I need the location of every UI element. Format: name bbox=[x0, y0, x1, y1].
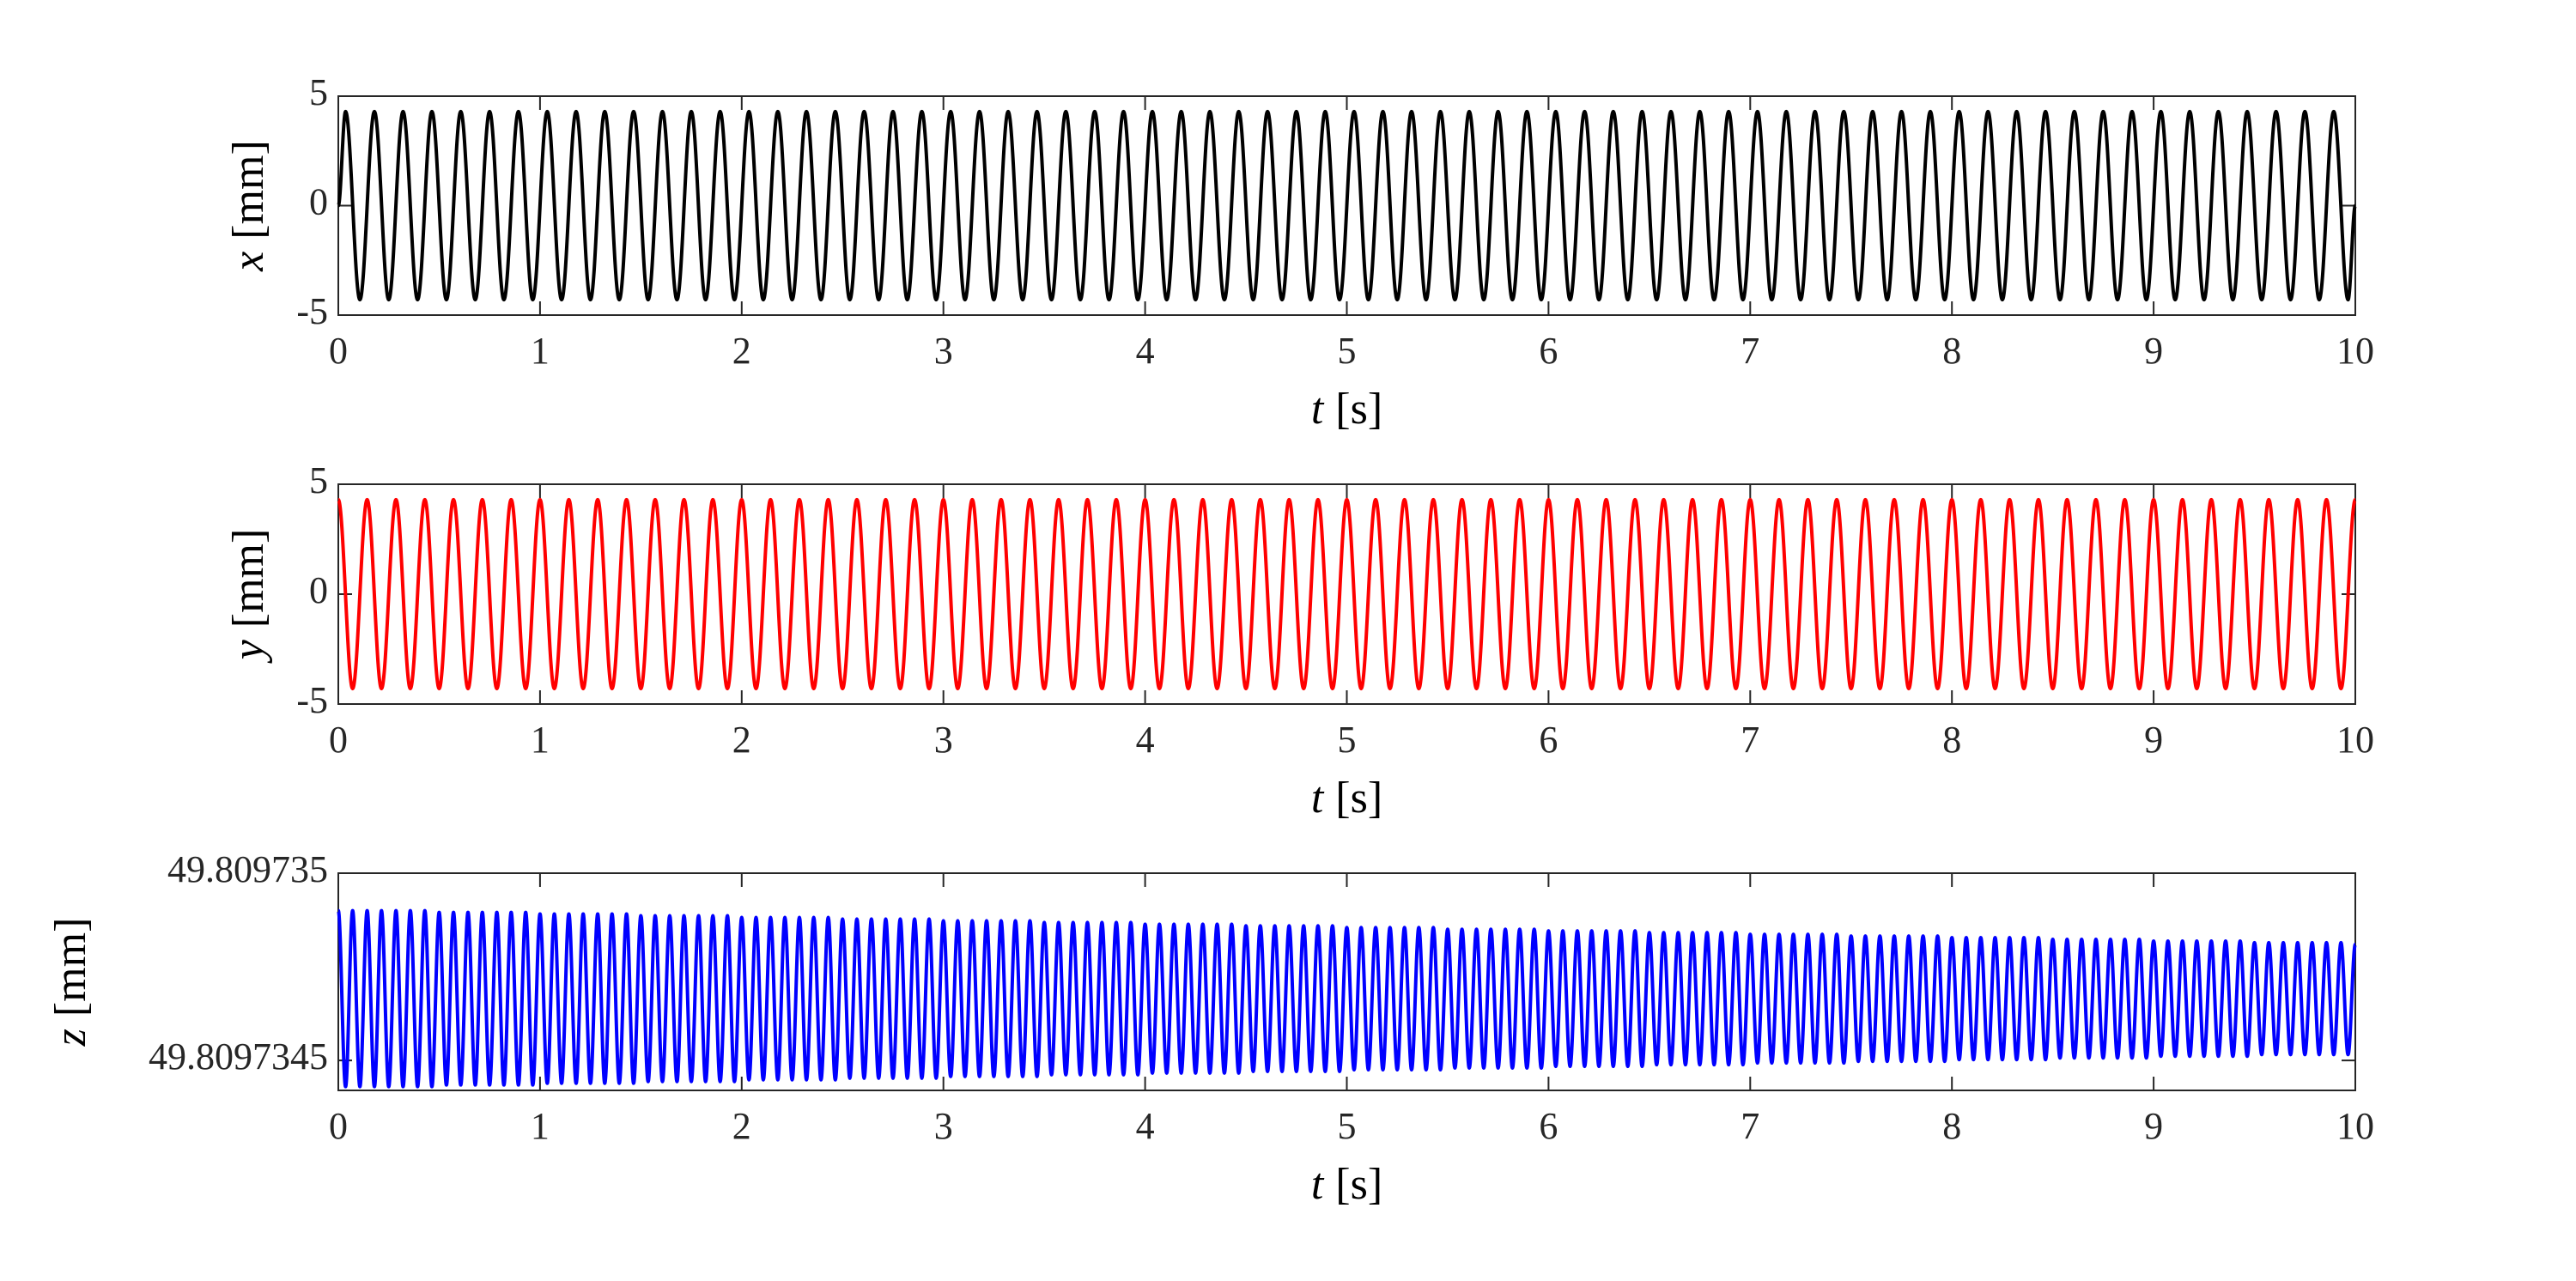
x-tick-label: 1 bbox=[531, 1105, 550, 1147]
x-tick-label: 8 bbox=[1942, 719, 1961, 761]
x-tick-label: 5 bbox=[1338, 330, 1357, 372]
axis-unit: [mm] bbox=[224, 140, 273, 240]
x-tick-label: 5 bbox=[1338, 1105, 1357, 1147]
y-axis-label: z [mm] bbox=[46, 918, 95, 1047]
x-tick-label: 1 bbox=[531, 330, 550, 372]
x-axis-label: t [s] bbox=[1311, 1160, 1382, 1209]
y-tick-label: 0 bbox=[309, 569, 328, 611]
plot-area bbox=[338, 873, 2355, 1090]
axis-variable: x bbox=[224, 252, 273, 272]
y-tick-label: 5 bbox=[309, 459, 328, 501]
x-tick-label: 4 bbox=[1136, 719, 1155, 761]
x-tick-label: 10 bbox=[2336, 1105, 2374, 1147]
x-tick-label: 4 bbox=[1136, 1105, 1155, 1147]
axis-unit: [s] bbox=[1335, 774, 1382, 823]
x-tick-label: 4 bbox=[1136, 330, 1155, 372]
x-tick-label: 0 bbox=[329, 719, 348, 761]
panel: 0 1 2 3 4 5 6 7 8 9 10 49.8097345 49.809735 t [s] z [mm] bbox=[46, 848, 2374, 1209]
x-axis-label: t [s] bbox=[1311, 385, 1382, 434]
axis-unit: [s] bbox=[1335, 1160, 1382, 1209]
x-tick-label: 9 bbox=[2144, 1105, 2163, 1147]
axis-unit: [mm] bbox=[46, 918, 95, 1017]
axis-variable: t bbox=[1311, 1160, 1325, 1209]
x-tick-label: 10 bbox=[2336, 330, 2374, 372]
x-tick-label: 1 bbox=[531, 719, 550, 761]
data-line bbox=[337, 908, 2357, 1089]
x-tick-label: 6 bbox=[1539, 1105, 1558, 1147]
x-tick-label: 0 bbox=[329, 1105, 348, 1147]
axis-unit: [s] bbox=[1335, 385, 1382, 434]
axis-variable: t bbox=[1311, 385, 1325, 434]
y-tick-label: 5 bbox=[309, 71, 328, 113]
axis-variable: t bbox=[1311, 774, 1325, 823]
y-tick-label: 0 bbox=[309, 181, 328, 223]
x-tick-label: 6 bbox=[1539, 330, 1558, 372]
y-tick-label: 49.809735 bbox=[167, 848, 328, 890]
x-tick-label: 10 bbox=[2336, 719, 2374, 761]
x-tick-label: 6 bbox=[1539, 719, 1558, 761]
plot-area bbox=[338, 484, 2355, 704]
y-axis-label: x [mm] bbox=[224, 140, 273, 272]
x-tick-label: 7 bbox=[1741, 330, 1759, 372]
x-tick-label: 7 bbox=[1741, 1105, 1759, 1147]
x-tick-label: 8 bbox=[1942, 330, 1961, 372]
x-tick-label: 2 bbox=[732, 719, 751, 761]
x-tick-label: 3 bbox=[934, 330, 953, 372]
y-tick-label: 49.8097345 bbox=[149, 1035, 328, 1078]
x-tick-label: 9 bbox=[2144, 330, 2163, 372]
axes-box bbox=[337, 872, 2356, 1091]
x-tick-label: 9 bbox=[2144, 719, 2163, 761]
x-axis-label: t [s] bbox=[1311, 774, 1382, 823]
x-tick-label: 5 bbox=[1338, 719, 1357, 761]
data-line bbox=[337, 497, 2357, 691]
x-tick-label: 2 bbox=[732, 1105, 751, 1147]
x-tick-label: 7 bbox=[1741, 719, 1759, 761]
y-tick-label: -5 bbox=[296, 290, 328, 332]
x-tick-label: 2 bbox=[732, 330, 751, 372]
data-line bbox=[337, 109, 2357, 302]
x-tick-label: 0 bbox=[329, 330, 348, 372]
axis-unit: [mm] bbox=[224, 529, 273, 628]
y-tick-label: -5 bbox=[296, 679, 328, 721]
x-tick-label: 3 bbox=[934, 1105, 953, 1147]
y-axis-label: y [mm] bbox=[224, 529, 273, 665]
axes-box bbox=[337, 483, 2356, 705]
axis-variable: y bbox=[224, 639, 273, 664]
x-tick-label: 8 bbox=[1942, 1105, 1961, 1147]
axis-variable: z bbox=[46, 1029, 95, 1047]
x-tick-label: 3 bbox=[934, 719, 953, 761]
